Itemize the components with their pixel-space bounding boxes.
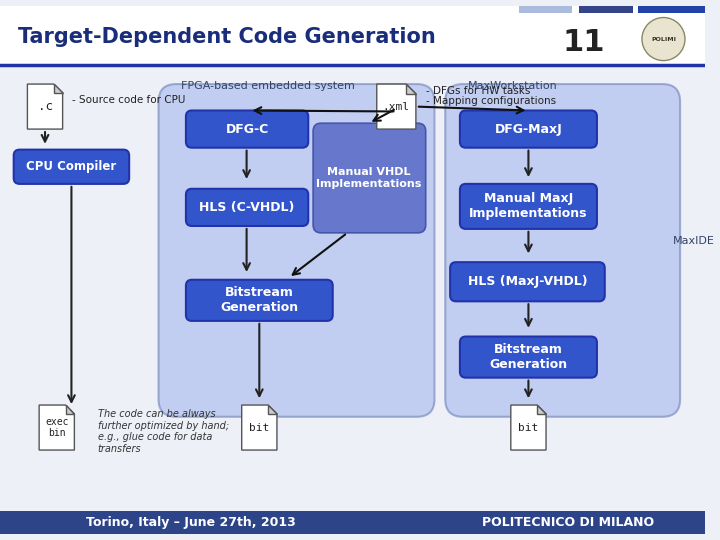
- Bar: [0, 511, 705, 534]
- Text: bit: bit: [518, 422, 539, 433]
- Bar: [0, 6, 705, 64]
- FancyBboxPatch shape: [460, 336, 597, 377]
- Text: - DFGs for HW tasks: - DFGs for HW tasks: [426, 86, 530, 96]
- Text: .c: .c: [37, 100, 53, 113]
- Polygon shape: [27, 84, 63, 129]
- Bar: [518, 6, 572, 12]
- Text: Target-Dependent Code Generation: Target-Dependent Code Generation: [17, 27, 436, 47]
- Text: - Mapping configurations: - Mapping configurations: [426, 96, 556, 106]
- FancyBboxPatch shape: [460, 184, 597, 229]
- Polygon shape: [54, 84, 63, 93]
- Text: MaxWorkstation: MaxWorkstation: [468, 81, 557, 91]
- Text: DFG-MaxJ: DFG-MaxJ: [495, 123, 562, 136]
- Text: HLS (MaxJ-VHDL): HLS (MaxJ-VHDL): [467, 275, 588, 288]
- Text: bit: bit: [249, 422, 269, 433]
- Circle shape: [642, 17, 685, 60]
- Text: Torino, Italy – June 27th, 2013: Torino, Italy – June 27th, 2013: [86, 516, 296, 529]
- Bar: [638, 6, 705, 12]
- FancyBboxPatch shape: [313, 123, 426, 233]
- Text: Manual VHDL
Implementations: Manual VHDL Implementations: [316, 167, 422, 189]
- Text: FPGA-based embedded system: FPGA-based embedded system: [181, 81, 355, 91]
- Polygon shape: [537, 405, 546, 414]
- Polygon shape: [377, 84, 416, 129]
- Text: CPU Compiler: CPU Compiler: [27, 160, 117, 173]
- Text: DFG-C: DFG-C: [225, 123, 269, 136]
- Text: HLS (C-VHDL): HLS (C-VHDL): [199, 201, 294, 214]
- Polygon shape: [406, 84, 416, 94]
- Text: The code can be always
further optimized by hand;
e.g., glue code for data
trans: The code can be always further optimized…: [98, 409, 229, 454]
- Polygon shape: [510, 405, 546, 450]
- Text: 11: 11: [563, 29, 606, 57]
- FancyBboxPatch shape: [158, 84, 434, 417]
- Text: Bitstream
Generation: Bitstream Generation: [490, 343, 567, 371]
- Text: POLITECNICO DI MILANO: POLITECNICO DI MILANO: [482, 516, 654, 529]
- Text: Bitstream
Generation: Bitstream Generation: [220, 286, 298, 314]
- Text: Manual MaxJ
Implementations: Manual MaxJ Implementations: [469, 192, 588, 220]
- FancyBboxPatch shape: [186, 111, 308, 147]
- Polygon shape: [39, 405, 74, 450]
- FancyBboxPatch shape: [186, 189, 308, 226]
- Text: POLIMI: POLIMI: [651, 37, 676, 42]
- FancyBboxPatch shape: [445, 84, 680, 417]
- Text: .xml: .xml: [383, 102, 410, 112]
- Bar: [580, 6, 633, 12]
- Text: - Source code for CPU: - Source code for CPU: [73, 94, 186, 105]
- Polygon shape: [268, 405, 277, 414]
- Text: MaxIDE: MaxIDE: [673, 235, 715, 246]
- FancyBboxPatch shape: [460, 111, 597, 147]
- Text: exec
bin: exec bin: [45, 417, 68, 438]
- FancyBboxPatch shape: [186, 280, 333, 321]
- FancyBboxPatch shape: [14, 150, 129, 184]
- Polygon shape: [242, 405, 277, 450]
- FancyBboxPatch shape: [450, 262, 605, 301]
- Polygon shape: [66, 405, 74, 414]
